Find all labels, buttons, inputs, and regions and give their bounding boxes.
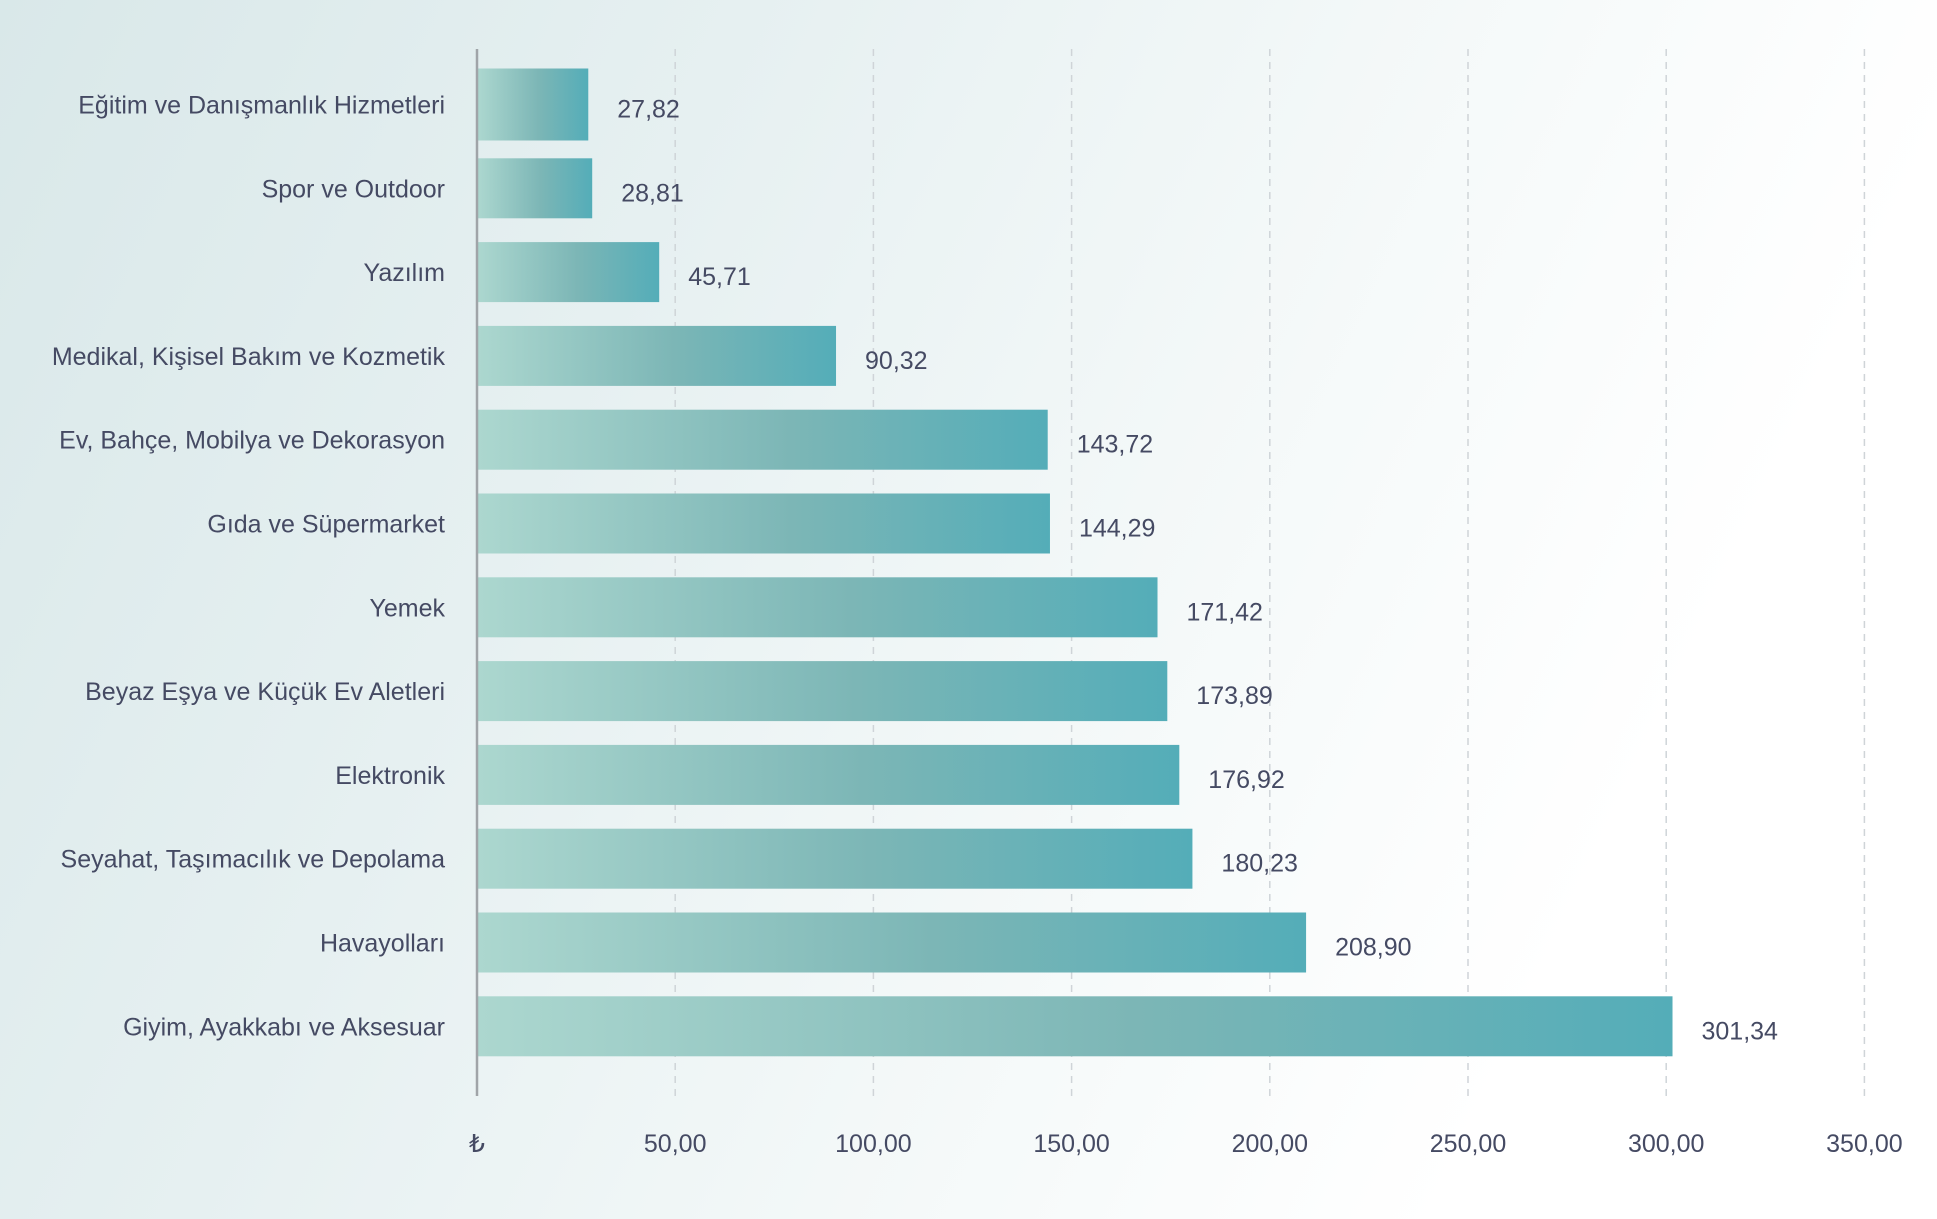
category-label: Spor ve Outdoor bbox=[262, 175, 445, 203]
category-label: Yemek bbox=[369, 594, 445, 622]
category-label: Giyim, Ayakkabı ve Aksesuar bbox=[123, 1013, 445, 1041]
x-tick-label: 300,00 bbox=[1628, 1130, 1704, 1158]
value-label: 301,34 bbox=[1702, 1017, 1779, 1045]
value-label: 173,89 bbox=[1196, 682, 1272, 710]
category-label: Yazılım bbox=[364, 259, 446, 287]
category-label: Medikal, Kişisel Bakım ve Kozmetik bbox=[52, 343, 446, 371]
value-label: 176,92 bbox=[1208, 766, 1284, 794]
bar bbox=[478, 68, 589, 141]
gridlines bbox=[674, 49, 1866, 1096]
category-label: Eğitim ve Danışmanlık Hizmetleri bbox=[78, 92, 445, 120]
value-label: 90,32 bbox=[865, 347, 928, 375]
value-label: 180,23 bbox=[1221, 850, 1297, 878]
bars bbox=[478, 68, 1673, 1057]
bar bbox=[478, 661, 1168, 722]
category-label: Ev, Bahçe, Mobilya ve Dekorasyon bbox=[59, 427, 445, 455]
value-label: 143,72 bbox=[1077, 431, 1153, 459]
bar bbox=[478, 409, 1048, 470]
value-label: 27,82 bbox=[617, 96, 680, 124]
category-label: Elektronik bbox=[335, 762, 445, 790]
bar bbox=[478, 493, 1050, 554]
x-tick-label: 200,00 bbox=[1232, 1130, 1308, 1158]
x-tick-label: 150,00 bbox=[1033, 1130, 1109, 1158]
category-label: Beyaz Eşya ve Küçük Ev Aletleri bbox=[85, 678, 445, 706]
value-labels: 27,82 28,81 45,71 90,32 143,72 144,29 171,42 17… bbox=[617, 96, 1778, 1046]
category-label: Gıda ve Süpermarket bbox=[207, 511, 445, 539]
x-tick-label: 100,00 bbox=[835, 1130, 911, 1158]
value-label: 28,81 bbox=[621, 179, 684, 207]
x-tick-label: 350,00 bbox=[1826, 1130, 1902, 1158]
value-label: 144,29 bbox=[1079, 515, 1155, 543]
x-tick-label: 50,00 bbox=[644, 1130, 707, 1158]
value-label: 171,42 bbox=[1187, 598, 1263, 626]
category-label: Seyahat, Taşımacılık ve Depolama bbox=[61, 846, 446, 874]
bar bbox=[478, 828, 1193, 889]
value-label: 208,90 bbox=[1335, 934, 1411, 962]
bar bbox=[478, 912, 1307, 973]
bar bbox=[478, 744, 1180, 805]
bar bbox=[478, 996, 1673, 1057]
category-label: Havayolları bbox=[320, 930, 445, 958]
bar bbox=[478, 242, 660, 303]
bar bbox=[478, 158, 593, 219]
x-axis-tick-labels: ₺ 50,00 100,00 150,00 200,00 250,00 300,00 350,… bbox=[469, 1130, 1903, 1158]
category-labels: Eğitim ve Danışmanlık Hizmetleri Spor ve … bbox=[52, 92, 446, 1042]
bar bbox=[478, 325, 837, 386]
x-tick-label: ₺ bbox=[469, 1130, 485, 1158]
bar bbox=[478, 577, 1158, 638]
value-label: 45,71 bbox=[688, 263, 751, 291]
x-tick-label: 250,00 bbox=[1430, 1130, 1506, 1158]
